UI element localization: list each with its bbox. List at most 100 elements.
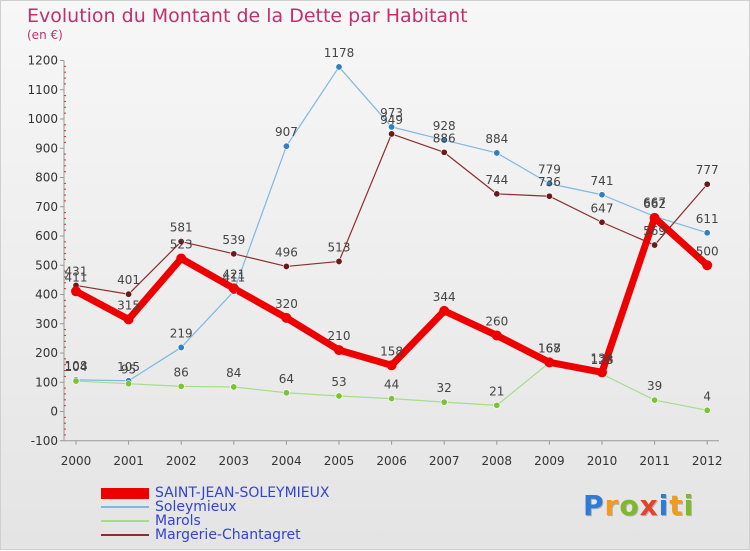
data-point	[491, 330, 502, 341]
x-tick-label: 2003	[219, 454, 250, 468]
data-label: 210	[328, 329, 351, 343]
data-label: 779	[538, 163, 561, 177]
data-label: 421	[222, 267, 245, 281]
data-label: 1178	[324, 46, 355, 60]
data-point	[125, 290, 133, 298]
data-label: 32	[437, 381, 452, 395]
data-point	[651, 396, 659, 404]
y-tick-label: 1000	[27, 112, 58, 126]
data-point	[228, 283, 239, 294]
data-point	[335, 392, 343, 400]
y-tick-label: 300	[35, 317, 58, 331]
data-point	[177, 238, 185, 246]
data-label: 411	[65, 270, 88, 284]
data-point	[177, 382, 185, 390]
y-tick-label: 600	[35, 229, 58, 243]
data-label: 777	[696, 163, 719, 177]
data-label: 647	[591, 201, 614, 215]
data-point	[598, 218, 606, 226]
legend-label: Soleymieux	[155, 499, 237, 515]
data-label: 513	[328, 240, 351, 254]
data-point	[440, 148, 448, 156]
data-label: 928	[433, 119, 456, 133]
data-label: 736	[538, 175, 561, 189]
chart-subtitle: (en €)	[27, 28, 63, 42]
data-point	[545, 192, 553, 200]
data-label: 128	[591, 353, 614, 367]
x-tick-label: 2008	[482, 454, 513, 468]
data-label: 667	[643, 195, 666, 209]
data-point	[703, 180, 711, 188]
legend-label: SAINT-JEAN-SOLEYMIEUX	[155, 485, 330, 501]
data-point	[282, 389, 290, 397]
data-label: 39	[647, 379, 662, 393]
data-label: 884	[485, 132, 508, 146]
data-point	[334, 345, 344, 356]
axes: -100 0 100 200 300 400 500 600 700 800 900 1000 1100…	[27, 54, 722, 468]
data-label: 86	[174, 365, 189, 379]
y-tick-label: 700	[35, 200, 58, 214]
data-point	[125, 380, 133, 388]
data-label: 105	[117, 360, 140, 374]
data-label: 581	[170, 221, 193, 235]
data-label: 320	[275, 297, 298, 311]
data-point	[335, 63, 343, 71]
x-tick-label: 2005	[324, 454, 355, 468]
chart-title: Evolution du Montant de la Dette par Hab…	[27, 5, 468, 27]
data-label: 64	[279, 372, 294, 386]
data-label: 569	[643, 224, 666, 238]
x-tick-label: 2002	[166, 454, 197, 468]
logo-letter: P	[583, 489, 605, 522]
data-label: 168	[538, 341, 561, 355]
data-label: 21	[489, 384, 504, 398]
data-label: 44	[384, 378, 399, 392]
data-label: 973	[380, 106, 403, 120]
data-labels: 4113155234213202101583442601681346625001…	[65, 46, 719, 403]
data-point	[71, 286, 81, 297]
y-tick-label: 1100	[27, 83, 58, 97]
data-label: 539	[222, 233, 245, 247]
data-point	[388, 395, 396, 403]
logo-letter: i	[658, 489, 670, 522]
x-tick-label: 2011	[639, 454, 670, 468]
data-point	[702, 260, 713, 271]
data-label: 949	[380, 113, 403, 127]
data-point	[703, 406, 711, 414]
x-tick-label: 2006	[376, 454, 407, 468]
data-label: 84	[226, 366, 241, 380]
legend-swatch	[101, 506, 149, 508]
x-tick-label: 2000	[61, 454, 92, 468]
data-label: 4	[703, 389, 711, 403]
data-point	[703, 229, 711, 237]
data-point	[651, 241, 659, 249]
data-point	[597, 367, 607, 378]
data-point	[177, 343, 185, 351]
data-label: 104	[65, 360, 88, 374]
y-tick-label: -100	[31, 434, 58, 448]
data-label: 167	[538, 342, 561, 356]
data-point	[386, 360, 397, 371]
logo-letter: r	[604, 489, 620, 522]
data-point	[649, 212, 660, 223]
data-point	[282, 142, 290, 150]
y-tick-label: 800	[35, 171, 58, 185]
data-point	[282, 262, 290, 270]
data-label: 53	[331, 375, 346, 389]
legend-label: Margerie-Chantagret	[155, 527, 301, 543]
data-point	[598, 191, 606, 199]
y-tick-label: 0	[50, 405, 58, 419]
y-tick-label: 100	[35, 375, 58, 389]
data-point	[230, 383, 238, 391]
legend-swatch	[101, 534, 149, 536]
logo-letter: t	[669, 489, 684, 522]
proxiti-logo: Proxiti	[583, 489, 694, 522]
data-point	[388, 123, 396, 131]
data-label: 134	[591, 351, 614, 365]
data-label: 523	[170, 238, 193, 252]
data-label: 401	[117, 273, 140, 287]
x-tick-label: 2010	[587, 454, 618, 468]
data-label: 662	[643, 197, 666, 211]
data-label: 411	[222, 270, 245, 284]
logo-letter: i	[683, 489, 695, 522]
